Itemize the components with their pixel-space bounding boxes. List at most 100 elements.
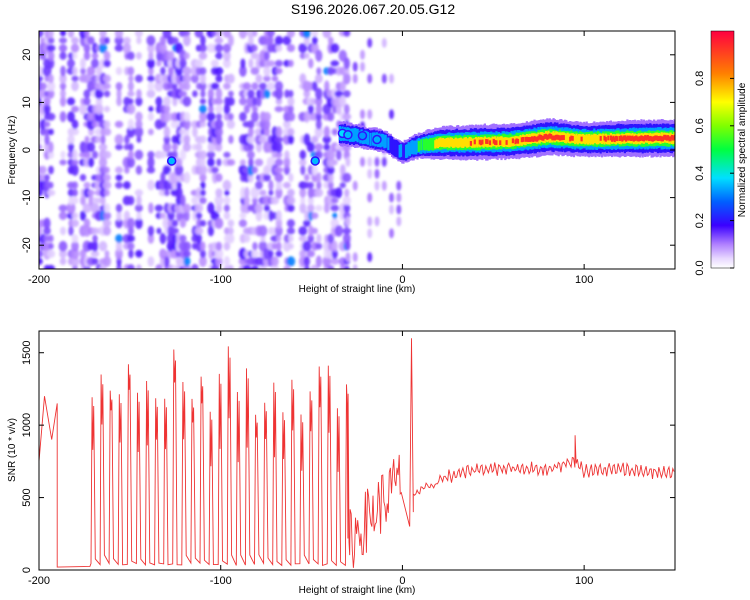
spectrogram-cell <box>198 255 207 267</box>
spectrogram-cell <box>342 227 352 234</box>
spectrogram-cell <box>300 164 306 176</box>
spectrogram-cell <box>148 106 154 113</box>
ridge-cell <box>500 136 503 146</box>
ridge-cell <box>623 135 626 141</box>
spectrogram-cell <box>126 217 135 229</box>
spectrogram-cell <box>343 31 351 37</box>
spectrogram-cell <box>316 172 322 184</box>
spectrogram-cell <box>147 179 155 191</box>
ridge-cell <box>426 139 429 151</box>
spectrogram-cell <box>175 72 182 85</box>
spectrogram-cell <box>275 179 283 191</box>
spectrogram-cell <box>136 211 142 221</box>
ridge-cell <box>421 137 424 153</box>
ridge-cell <box>511 138 514 144</box>
spectrogram-cell <box>343 203 351 213</box>
spectrogram-cell <box>256 89 262 99</box>
spectrogram-ridge <box>166 118 675 166</box>
spectrogram-cell <box>314 73 323 84</box>
spectrogram-cell <box>146 58 155 69</box>
spectrogram-cell <box>147 156 155 169</box>
ridge-cell <box>481 139 484 145</box>
spectrogram-cell <box>194 203 204 213</box>
spectrogram-cell <box>195 212 203 220</box>
spectrogram-cell <box>127 118 135 130</box>
spectrogram-cell <box>322 31 332 39</box>
spectrogram-cell <box>274 81 284 92</box>
spectrogram-cell <box>335 187 343 199</box>
spectrogram-cell <box>360 156 365 167</box>
spectrogram-cell <box>59 111 67 123</box>
ridge-cell <box>397 141 400 159</box>
spectrogram-cell <box>299 187 307 198</box>
spectrogram-cell <box>215 113 222 121</box>
spectrogram-cell <box>114 134 124 145</box>
ridge-cell <box>609 135 612 141</box>
spectrogram-cell <box>342 113 352 121</box>
spectrogram-cell <box>39 82 47 90</box>
spectrogram-cell <box>92 234 98 243</box>
spectrogram-cell <box>326 149 336 161</box>
spectrogram-cell <box>268 210 274 222</box>
spectrogram-cell <box>180 194 186 207</box>
spectrogram-cell <box>82 73 92 84</box>
ridge-cell <box>382 134 385 147</box>
spectrogram-cell <box>339 81 346 92</box>
ridge-cell <box>380 133 383 147</box>
spectrogram-cell <box>199 249 206 258</box>
spectrogram-cell <box>163 104 171 114</box>
spectrogram-cell <box>360 109 365 120</box>
spectrogram-cell <box>276 235 282 242</box>
spectrogram-cell <box>200 35 206 46</box>
spectrogram-cell <box>122 42 131 54</box>
spectrogram-cell <box>195 233 202 244</box>
ridge-cell <box>425 138 428 150</box>
spectrogram-cell <box>182 264 192 269</box>
ridge-cell <box>642 136 645 142</box>
ridge-cell <box>546 135 549 140</box>
spectrogram-cell <box>183 34 191 47</box>
spectrogram-cell <box>299 73 307 84</box>
ridge-cell <box>605 134 609 145</box>
ridge-cell <box>633 136 637 141</box>
spectrogram-cell <box>275 250 283 258</box>
ridge-cell <box>477 136 480 147</box>
ridge-cell <box>513 136 516 146</box>
spectrogram-cell <box>83 218 91 229</box>
spectrogram-cell <box>367 192 373 203</box>
spectrogram-cell <box>127 242 135 250</box>
spectrogram-cell <box>83 97 91 106</box>
spectrogram-cell <box>164 189 170 197</box>
spectrogram-cell <box>211 166 219 174</box>
spectrogram-cell <box>263 75 271 82</box>
spectrogram-cell <box>270 196 280 205</box>
ridge-cell <box>444 138 447 148</box>
ridge-cell <box>669 136 672 142</box>
ridge-cell <box>445 138 448 148</box>
spectrogram-cell <box>40 37 46 44</box>
spectrogram-cell <box>183 256 191 267</box>
ridge-cell <box>604 136 607 142</box>
ridge-cell <box>460 138 464 148</box>
ridge-cell <box>598 133 601 144</box>
spectrogram-cell <box>252 96 258 106</box>
spectrogram-cell <box>71 105 79 113</box>
ridge-cell <box>431 137 434 151</box>
spectrogram-cell <box>134 149 144 160</box>
spectrogram-cell <box>275 97 283 105</box>
ridge-cell <box>575 133 578 144</box>
ridge-cell <box>639 136 642 141</box>
spectrogram-cell <box>345 252 351 263</box>
spectrogram-cell <box>199 98 206 105</box>
spectrogram-cell <box>82 203 92 214</box>
ridge-cell <box>594 134 597 144</box>
ridge-cell <box>570 135 573 141</box>
spectrogram-cell <box>135 217 143 229</box>
spectrogram-cell <box>115 203 123 213</box>
snr-frame <box>38 330 676 571</box>
spectrogram-cell <box>302 31 311 39</box>
spectrogram-cell <box>43 217 51 229</box>
spectrogram-cell <box>396 204 402 215</box>
spectrogram-cell <box>39 257 43 265</box>
spectrogram-cell <box>311 164 318 176</box>
